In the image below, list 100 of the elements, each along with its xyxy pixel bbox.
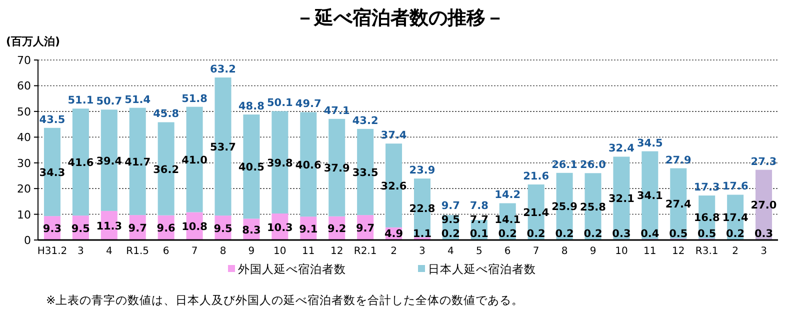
- data-label: 0.1: [470, 228, 488, 240]
- total-label: 51.4: [124, 94, 151, 106]
- total-label: 32.4: [608, 142, 634, 155]
- data-label: 9.7: [356, 222, 375, 235]
- data-label: 9.5: [441, 214, 460, 226]
- x-tick-label: 6: [162, 246, 170, 257]
- total-label: 37.4: [380, 130, 407, 142]
- data-label: 34.3: [39, 166, 66, 179]
- y-tick-label: 10: [17, 208, 31, 222]
- data-label: 39.8: [266, 157, 293, 170]
- total-label: 26.0: [580, 159, 606, 172]
- x-tick-label: 8: [220, 246, 226, 257]
- x-tick-label: 11: [644, 246, 656, 257]
- data-label: 17.4: [722, 212, 748, 224]
- x-tick-label: 12: [672, 246, 685, 257]
- text: ※上表の青字の数値は、日本人及び外国人の延べ宿泊者数を合計した全体の数値である。: [46, 293, 524, 307]
- total-label: 50.1: [266, 97, 293, 110]
- y-tick-label: 70: [17, 54, 31, 67]
- y-tick-label: 0: [24, 234, 31, 247]
- total-label: 51.8: [182, 92, 208, 105]
- data-label: 25.8: [580, 201, 606, 214]
- total-label: 17.6: [722, 180, 748, 193]
- data-label: 41.0: [182, 154, 208, 167]
- data-label: 25.9: [552, 201, 578, 214]
- total-label: 63.2: [210, 63, 236, 76]
- data-label: 0.5: [669, 228, 688, 240]
- x-tick-label: 10: [274, 246, 286, 257]
- data-label: 34.1: [636, 190, 663, 202]
- data-label: 9.6: [156, 222, 176, 235]
- y-axis-title: (百万人泊): [6, 35, 60, 48]
- x-tick-label: 8: [561, 246, 568, 257]
- x-tick-label: 7: [191, 246, 198, 257]
- data-label: 0.2: [441, 228, 460, 240]
- data-label: 0.2: [584, 228, 602, 240]
- x-tick-label: 7: [532, 246, 540, 257]
- x-tick-label: 11: [302, 246, 315, 257]
- total-label: 7.8: [470, 200, 488, 212]
- data-label: 0.5: [698, 228, 716, 240]
- x-tick-label: R2.1: [354, 246, 377, 257]
- data-label: 22.8: [409, 202, 436, 215]
- y-tick-label: 60: [17, 80, 31, 93]
- total-label: 26.1: [552, 158, 578, 171]
- data-label: 0.2: [555, 228, 574, 240]
- total-label: 23.9: [409, 164, 436, 177]
- data-label: 9.3: [42, 223, 62, 236]
- y-tick-label: 30: [17, 156, 31, 170]
- data-label: 11.3: [96, 220, 122, 232]
- total-label: 49.7: [295, 98, 322, 110]
- total-label: 27.9: [665, 154, 692, 166]
- x-tick-label: 10: [615, 246, 628, 257]
- x-tick-label: 3: [419, 246, 426, 257]
- x-tick-label: 4: [106, 246, 112, 257]
- data-label: 36.2: [153, 164, 180, 176]
- x-tick-label: 3: [78, 246, 84, 257]
- x-tick-label: 9: [590, 246, 596, 257]
- x-tick-label: 3: [760, 246, 767, 257]
- total-label: 43.2: [352, 114, 378, 127]
- total-label: 34.5: [636, 137, 663, 150]
- x-tick-label: R1.5: [126, 246, 150, 257]
- x-tick-label: 9: [248, 246, 255, 257]
- data-label: 21.4: [523, 206, 550, 219]
- total-label: 50.7: [96, 96, 122, 108]
- y-tick-label: 20: [17, 182, 31, 196]
- data-label: 32.6: [380, 180, 407, 192]
- data-label: 0.3: [612, 228, 631, 240]
- total-label: 9.7: [441, 200, 460, 212]
- data-label: 27.4: [665, 198, 692, 210]
- data-label: 32.1: [608, 192, 634, 205]
- x-tick-label: 2: [390, 246, 397, 257]
- total-label: 48.8: [238, 100, 264, 113]
- data-label: 4.9: [384, 228, 404, 240]
- data-label: 10.3: [266, 222, 293, 234]
- data-label: 0.2: [726, 228, 745, 240]
- legend-label: 外国人延べ宿泊者数: [238, 262, 346, 276]
- total-label: 21.6: [523, 170, 550, 182]
- x-tick-label: 2: [732, 246, 738, 257]
- data-label: 0.3: [754, 228, 774, 240]
- legend-label: 日本人延べ宿泊者数: [428, 262, 536, 276]
- total-label: 45.8: [153, 108, 180, 120]
- total-label: 43.5: [39, 114, 66, 126]
- x-tick-label: 6: [504, 246, 511, 257]
- data-label: 9.5: [71, 222, 90, 235]
- total-label: 14.2: [494, 189, 521, 202]
- y-tick-label: 40: [17, 131, 31, 144]
- total-label: 27.3: [750, 156, 777, 168]
- data-label: 37.9: [324, 162, 350, 175]
- chart-title: －延べ宿泊者数の推移－: [296, 7, 504, 29]
- total-label: 47.1: [324, 104, 350, 117]
- data-label: 0.4: [640, 228, 660, 240]
- data-label: 27.0: [750, 200, 777, 212]
- data-label: 10.8: [182, 221, 208, 234]
- total-label: 51.1: [68, 94, 94, 107]
- data-label: 41.7: [124, 156, 151, 168]
- data-label: 16.8: [694, 212, 720, 224]
- data-label: 39.4: [96, 155, 122, 168]
- data-label: 14.1: [494, 214, 521, 226]
- data-label: 9.1: [299, 223, 318, 236]
- data-label: 9.2: [328, 223, 346, 236]
- data-label: 7.7: [470, 214, 488, 226]
- data-label: 8.3: [242, 224, 261, 236]
